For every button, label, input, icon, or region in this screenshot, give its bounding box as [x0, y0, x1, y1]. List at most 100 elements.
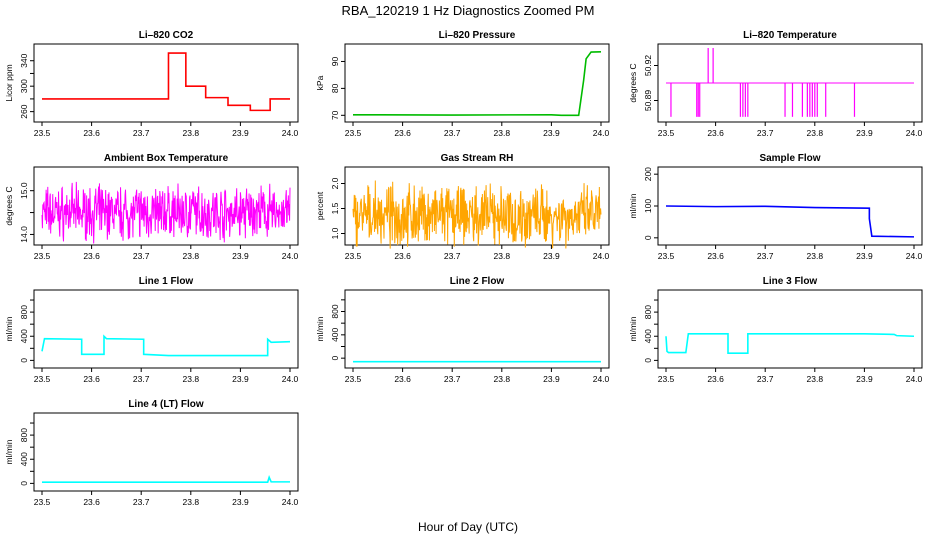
series-line: [352, 180, 602, 249]
x-tick-label: 23.8: [183, 128, 200, 138]
x-tick-label: 23.9: [232, 251, 249, 261]
y-tick-label: 800: [330, 304, 340, 318]
x-tick-label: 23.5: [345, 251, 362, 261]
x-tick-label: 24.0: [906, 251, 923, 261]
x-tick-label: 23.8: [807, 128, 824, 138]
x-tick-label: 23.9: [856, 251, 873, 261]
series-line: [41, 181, 291, 244]
y-tick-label: 1.0: [330, 227, 340, 239]
x-tick-label: 23.7: [757, 128, 774, 138]
x-tick-label: 24.0: [593, 374, 610, 384]
panel-8: Line 2 Flow ml/min 23.5 23.6 23.7 23.8 23.9 24.…: [315, 276, 610, 384]
panel-7: Line 1 Flow ml/min 23.5 23.6 23.7 23.8 23.9 24.…: [4, 276, 299, 384]
y-tick-label: 400: [643, 329, 653, 343]
panel-title: Line 1 Flow: [139, 276, 194, 287]
panel-frame: [33, 412, 299, 492]
x-tick-label: 24.0: [282, 497, 299, 507]
panel-frame: [657, 43, 923, 123]
x-tick-label: 23.9: [543, 374, 560, 384]
panel-ylabel: ml/min: [4, 316, 14, 341]
panel-frame: [33, 43, 299, 123]
y-tick-label: 0: [643, 358, 653, 363]
x-tick-label: 24.0: [593, 251, 610, 261]
y-tick-label: 800: [19, 305, 29, 319]
y-tick-label: 200: [643, 167, 653, 181]
y-tick-label: 90: [330, 56, 340, 66]
x-tick-label: 23.5: [658, 251, 675, 261]
x-tick-label: 24.0: [593, 128, 610, 138]
panel-title: Line 4 (LT) Flow: [128, 399, 204, 410]
x-tick-label: 23.7: [133, 374, 150, 384]
x-tick-label: 23.5: [658, 128, 675, 138]
x-tick-label: 23.8: [183, 374, 200, 384]
x-tick-label: 24.0: [906, 374, 923, 384]
x-tick-label: 23.9: [232, 374, 249, 384]
y-tick-label: 300: [19, 79, 29, 93]
y-tick-label: 2.0: [330, 177, 340, 189]
y-tick-label: 0: [19, 358, 29, 363]
panel-2: Li–820 Pressure kPa 23.5 23.6 23.7 23.8 23.9 24…: [315, 30, 610, 138]
panels: Li–820 CO2 Licor ppm 23.5 23.6 23.7 23.8 23.9 2…: [4, 30, 923, 507]
y-tick-label: 15.0: [19, 182, 29, 199]
x-tick-label: 23.9: [856, 374, 873, 384]
x-tick-label: 23.6: [394, 128, 411, 138]
panel-4: Ambient Box Temperature degrees C 23.5 23.6…: [4, 153, 299, 261]
panel-ylabel: Licor ppm: [4, 64, 14, 101]
panel-3: Li–820 Temperature degrees C 23.5 23.6 23.7 2…: [628, 30, 923, 138]
x-tick-label: 23.8: [807, 374, 824, 384]
panel-title: Sample Flow: [759, 153, 820, 164]
panel-frame: [344, 166, 610, 246]
series-line: [352, 50, 602, 117]
y-tick-label: 70: [330, 110, 340, 120]
y-tick-label: 0: [19, 481, 29, 486]
x-tick-label: 23.5: [658, 374, 675, 384]
panel-ylabel: ml/min: [4, 439, 14, 464]
y-tick-label: 50.92: [643, 55, 653, 77]
panel-title: Gas Stream RH: [441, 153, 514, 164]
x-tick-label: 23.7: [757, 374, 774, 384]
y-tick-label: 0: [643, 235, 653, 240]
x-tick-label: 23.5: [345, 128, 362, 138]
x-tick-label: 23.6: [707, 251, 724, 261]
x-tick-label: 23.9: [543, 128, 560, 138]
series-line: [42, 475, 290, 483]
x-tick-label: 23.6: [394, 251, 411, 261]
figure-xlabel: Hour of Day (UTC): [418, 520, 518, 534]
panel-frame: [344, 43, 610, 123]
x-tick-label: 23.6: [707, 128, 724, 138]
series-line: [41, 334, 291, 357]
panel-title: Li–820 Pressure: [439, 30, 516, 41]
x-tick-label: 23.7: [444, 374, 461, 384]
y-tick-label: 1.5: [330, 202, 340, 214]
y-tick-label: 340: [19, 53, 29, 67]
x-tick-label: 23.5: [34, 128, 51, 138]
y-tick-label: 800: [643, 305, 653, 319]
y-tick-label: 100: [643, 199, 653, 213]
y-tick-label: 50.89: [643, 90, 653, 112]
x-tick-label: 23.8: [183, 251, 200, 261]
x-tick-label: 23.9: [232, 497, 249, 507]
panel-5: Gas Stream RH percent 23.5 23.6 23.7 23.8 23.9…: [315, 153, 610, 261]
panel-frame: [33, 166, 299, 246]
y-tick-label: 0: [330, 356, 340, 361]
x-tick-label: 23.8: [807, 251, 824, 261]
x-tick-label: 23.7: [444, 251, 461, 261]
x-tick-label: 24.0: [282, 374, 299, 384]
panel-title: Ambient Box Temperature: [104, 153, 229, 164]
panel-frame: [33, 289, 299, 369]
series-line: [665, 205, 915, 238]
x-tick-label: 23.6: [83, 128, 100, 138]
panel-ylabel: degrees C: [628, 63, 638, 102]
panel-ylabel: ml/min: [628, 193, 638, 218]
panel-title: Line 2 Flow: [450, 276, 505, 287]
x-tick-label: 23.8: [494, 374, 511, 384]
panel-ylabel: percent: [315, 191, 325, 220]
x-tick-label: 23.6: [394, 374, 411, 384]
x-tick-label: 23.9: [232, 128, 249, 138]
y-tick-label: 400: [330, 327, 340, 341]
panel-ylabel: degrees C: [4, 186, 14, 225]
panel-frame: [344, 289, 610, 369]
y-tick-label: 400: [19, 329, 29, 343]
figure-title: RBA_120219 1 Hz Diagnostics Zoomed PM: [342, 3, 595, 18]
